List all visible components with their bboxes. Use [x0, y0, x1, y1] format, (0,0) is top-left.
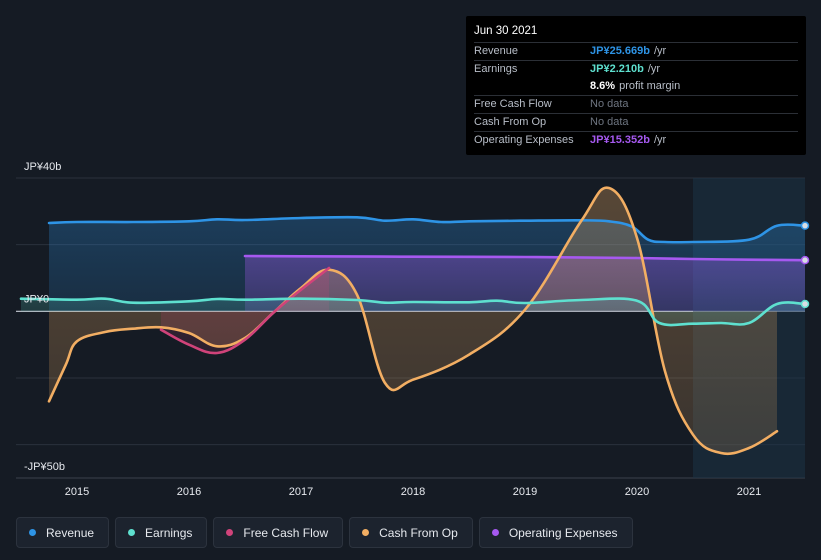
chart-legend: Revenue Earnings Free Cash Flow Cash Fro…	[16, 517, 639, 548]
y-tick-label: JP¥0	[24, 293, 49, 305]
y-axis-labels: JP¥40b JP¥0 -JP¥50b	[24, 161, 65, 473]
tooltip-value: 8.6%	[590, 80, 616, 92]
tooltip-label: Operating Expenses	[474, 134, 574, 146]
tooltip-row-fcf: Free Cash Flow No data	[474, 96, 798, 114]
x-tick-label: 2017	[289, 486, 313, 498]
legend-dot-icon	[226, 529, 234, 536]
area-fcf	[161, 268, 329, 354]
area-cfo	[49, 187, 777, 454]
end-marker-revenue	[800, 221, 810, 230]
tooltip-row-cfo: Cash From Op No data	[474, 114, 798, 132]
line-cfo	[47, 186, 779, 456]
tooltip-value: No data	[590, 98, 629, 110]
x-tick-label: 2016	[177, 486, 201, 498]
tooltip-unit: profit margin	[619, 80, 681, 92]
legend-item-cash-from-op[interactable]: Cash From Op	[349, 517, 473, 548]
series-areas	[21, 187, 805, 454]
tooltip-label: Revenue	[474, 45, 519, 57]
area-opex	[245, 256, 805, 312]
line-earnings	[19, 297, 807, 327]
end-marker-earnings	[800, 299, 810, 309]
line-fcf	[159, 266, 331, 355]
line-revenue	[47, 215, 807, 244]
tooltip-row-margin: 8.6% profit margin	[474, 78, 798, 96]
legend-label: Free Cash Flow	[243, 525, 329, 540]
tooltip-unit: /yr	[653, 134, 667, 146]
tooltip-label: Earnings	[474, 63, 518, 75]
y-tick-label: -JP¥50b	[24, 461, 65, 473]
tooltip-row-revenue: Revenue JP¥25.669b /yr	[474, 43, 798, 61]
legend-dot-icon	[362, 529, 370, 536]
end-marker-opex	[800, 255, 810, 265]
tooltip-row-opex: Operating Expenses JP¥15.352b /yr	[474, 132, 798, 149]
tooltip-label: Cash From Op	[474, 116, 547, 128]
tooltip-value: JP¥15.352b	[590, 134, 650, 146]
x-tick-label: 2018	[401, 486, 425, 498]
tooltip-row-earnings: Earnings JP¥2.210b /yr	[474, 61, 798, 78]
legend-item-operating-expenses[interactable]: Operating Expenses	[478, 517, 633, 548]
y-tick-label: JP¥40b	[24, 161, 61, 173]
legend-dot-icon	[29, 529, 36, 536]
legend-item-revenue[interactable]: Revenue	[16, 517, 110, 548]
tooltip-value: No data	[590, 116, 629, 128]
legend-item-earnings[interactable]: Earnings	[115, 517, 208, 548]
tooltip-unit: /yr	[647, 63, 661, 75]
legend-label: Cash From Op	[379, 525, 458, 540]
legend-dot-icon	[128, 529, 136, 536]
x-tick-label: 2015	[65, 486, 89, 498]
tooltip-unit: /yr	[653, 45, 667, 57]
x-tick-label: 2019	[513, 486, 537, 498]
data-tooltip: Jun 30 2021 Revenue JP¥25.669b /yr Earni…	[466, 16, 806, 155]
legend-label: Operating Expenses	[508, 525, 618, 540]
legend-item-free-cash-flow[interactable]: Free Cash Flow	[213, 517, 344, 548]
tooltip-value: JP¥25.669b	[590, 45, 650, 57]
legend-label: Revenue	[46, 525, 95, 540]
x-tick-label: 2021	[737, 486, 761, 498]
series-lines	[19, 186, 807, 456]
x-axis-labels: 2015 2016 2017 2018 2019 2020 2021	[65, 486, 761, 498]
legend-dot-icon	[491, 529, 499, 536]
series-end-markers	[800, 221, 810, 309]
line-opex	[243, 254, 807, 262]
tooltip-label: Free Cash Flow	[474, 98, 552, 110]
area-earnings	[21, 298, 805, 326]
legend-label: Earnings	[145, 525, 193, 540]
x-tick-label: 2020	[625, 486, 649, 498]
tooltip-date: Jun 30 2021	[474, 22, 798, 43]
tooltip-label	[474, 78, 590, 95]
tooltip-value: JP¥2.210b	[590, 63, 644, 75]
